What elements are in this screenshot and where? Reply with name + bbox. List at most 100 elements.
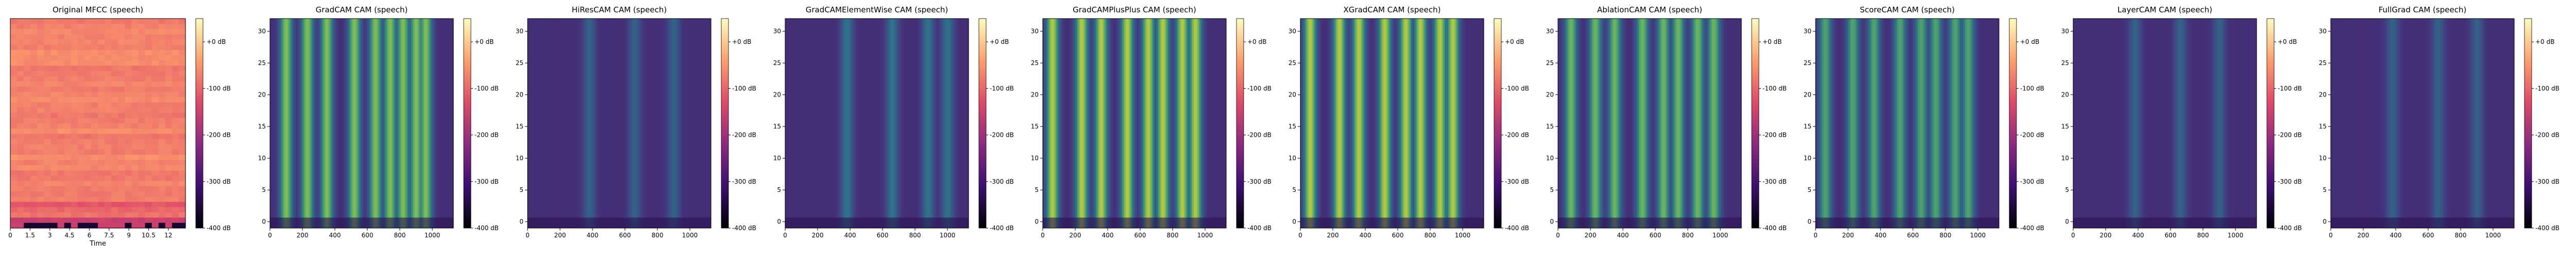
heatmap-cell — [37, 175, 44, 182]
cam-column — [1657, 19, 1659, 228]
cam-column — [1840, 19, 1842, 228]
cam-column — [945, 19, 948, 228]
heatmap-cell — [131, 50, 139, 56]
cam-column — [2107, 19, 2109, 228]
heatmap-cell — [30, 139, 38, 145]
cam-column — [675, 19, 677, 228]
cam-column — [354, 19, 357, 228]
cam-column — [435, 19, 438, 228]
x-tick-label: 600 — [1650, 232, 1662, 239]
cam-column — [889, 19, 891, 228]
cam-column — [2480, 19, 2482, 228]
heatmap-cell — [50, 144, 58, 150]
cam-column — [272, 19, 274, 228]
heatmap-cell — [71, 97, 78, 103]
cam-column — [2350, 19, 2352, 228]
y-tick-label: 5 — [777, 186, 781, 194]
heatmap-cell — [64, 222, 72, 229]
cam-column — [1684, 19, 1687, 228]
heatmap-cell — [91, 76, 98, 82]
cam-column — [398, 19, 400, 228]
heatmap-cell — [158, 44, 166, 51]
heatmap-cell — [10, 191, 18, 197]
colorbar-label: +0 dB — [1505, 38, 1524, 45]
cam-column — [942, 19, 945, 228]
cam-column — [707, 19, 710, 228]
heatmap-cell — [71, 186, 78, 192]
colorbar-label: -200 dB — [207, 132, 231, 139]
heatmap-cell — [64, 34, 72, 40]
cam-column — [2418, 19, 2420, 228]
heatmap-cell — [111, 112, 118, 119]
heatmap-cell — [158, 55, 166, 61]
cam-column — [1428, 19, 1431, 228]
cam-column — [1398, 19, 1400, 228]
heatmap-cell — [17, 197, 24, 202]
cam-column — [2078, 19, 2080, 228]
cam-column — [529, 19, 531, 228]
cam-column — [287, 19, 290, 228]
heatmap-cell — [98, 81, 105, 87]
cam-column — [959, 19, 961, 228]
cam-column — [837, 19, 839, 228]
heatmap-cell — [57, 123, 65, 129]
heatmap-cell — [44, 97, 52, 103]
heatmap-cell — [37, 107, 44, 114]
cam-column — [2423, 19, 2426, 228]
cam-column — [608, 19, 611, 228]
cam-column — [1726, 19, 1729, 228]
heatmap-cell — [71, 181, 78, 187]
cam-column — [621, 19, 624, 228]
cam-column — [1155, 19, 1157, 228]
y-tick-label: 0 — [262, 218, 266, 225]
heatmap-cell — [24, 102, 31, 108]
heatmap-cell — [10, 134, 18, 140]
cam-column — [1918, 19, 1920, 228]
cam-column — [965, 19, 968, 228]
cam-column — [2489, 19, 2492, 228]
cam-column — [894, 19, 896, 228]
cam-column — [540, 19, 543, 228]
cam-column — [1078, 19, 1081, 228]
heatmap-cell — [50, 39, 58, 45]
cam-column — [1407, 19, 1410, 228]
cam-column — [1436, 19, 1439, 228]
x-tick-label: 1000 — [1713, 232, 1728, 239]
cam-column — [2371, 19, 2374, 228]
cam-column — [2387, 19, 2390, 228]
cam-column — [1109, 19, 1111, 228]
heatmap-cell — [50, 76, 58, 82]
cam-column — [2119, 19, 2121, 228]
cam-column — [831, 19, 833, 228]
cam-column — [796, 19, 799, 228]
cam-column — [1114, 19, 1116, 228]
x-tick-label: 600 — [1907, 232, 1919, 239]
cam-column — [2389, 19, 2392, 228]
heatmap-cell — [24, 175, 31, 182]
heatmap-cell — [118, 222, 125, 229]
cam-column — [1133, 19, 1136, 228]
cam-column — [1585, 19, 1588, 228]
cam-column — [341, 19, 344, 228]
heatmap-cell — [44, 181, 52, 187]
cam-column — [1637, 19, 1640, 228]
cam-column — [2079, 19, 2082, 228]
cam-column — [1463, 19, 1465, 228]
heatmap-cell — [151, 191, 159, 197]
heatmap-cell — [10, 107, 18, 114]
heatmap-cell — [71, 118, 78, 124]
heatmap-cell — [111, 175, 118, 182]
heatmap-cell — [64, 186, 72, 192]
heatmap-cell — [91, 86, 98, 92]
y-tick-label: 25 — [1031, 59, 1039, 67]
heatmap-cell — [158, 60, 166, 66]
heatmap-cell — [24, 134, 31, 140]
cam-column — [1688, 19, 1690, 228]
heatmap-cell — [131, 71, 139, 77]
heatmap-cell — [111, 76, 118, 82]
heatmap-cell — [172, 181, 179, 187]
heatmap-cell — [111, 139, 118, 145]
cam-column — [1696, 19, 1698, 228]
y-tick-label: 5 — [519, 186, 523, 194]
colorbar-label: -300 dB — [207, 178, 231, 185]
